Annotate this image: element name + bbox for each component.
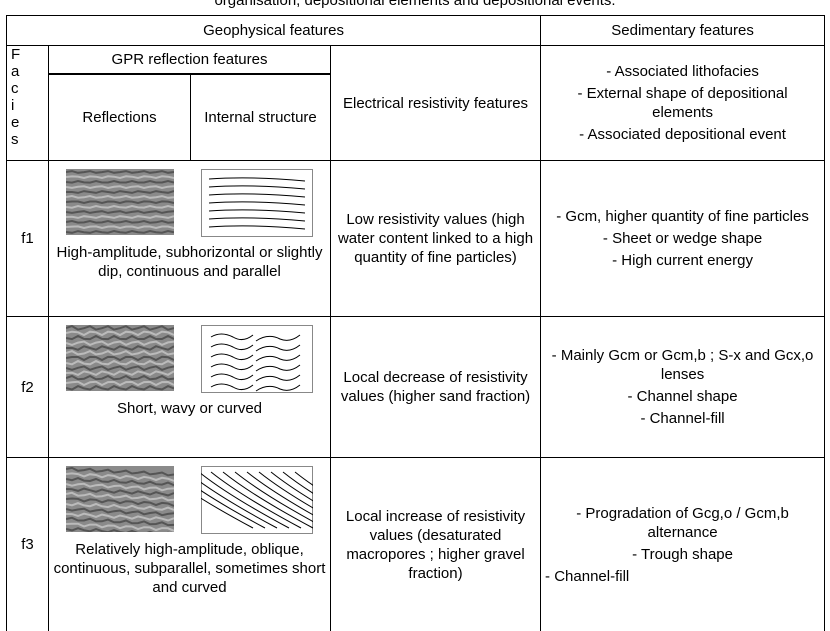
facies-table: Geophysical features Sedimentary feature… bbox=[6, 15, 825, 631]
header-cell: Facies bbox=[7, 46, 49, 161]
sedimentary-item: - Mainly Gcm or Gcm,b ; S-x and Gcx,o le… bbox=[545, 346, 820, 384]
figure bbox=[66, 466, 174, 532]
sedimentary-item: - Channel-fill bbox=[545, 409, 820, 428]
resistivity-cell: Local decrease of resistivity values (hi… bbox=[331, 317, 541, 458]
facies-cell: f3 bbox=[7, 458, 49, 631]
facies-cell: f1 bbox=[7, 161, 49, 317]
header-cell: Electrical resistivity features bbox=[331, 46, 541, 161]
figure-stroke bbox=[201, 326, 312, 393]
figure bbox=[201, 466, 313, 534]
sedimentary-cell: - Progradation of Gcg,o / Gcm,b alternan… bbox=[541, 458, 825, 631]
reflection-cell: Relatively high-amplitude, oblique, cont… bbox=[49, 458, 331, 631]
sedimentary-item: - Gcm, higher quantity of fine particles bbox=[545, 207, 820, 226]
header-cell: Reflections bbox=[49, 74, 191, 161]
table-body: Geophysical features Sedimentary feature… bbox=[7, 16, 825, 631]
facies-label: Facies bbox=[11, 46, 19, 148]
resistivity-cell: Local increase of resistivity values (de… bbox=[331, 458, 541, 631]
reflection-description: Relatively high-amplitude, oblique, cont… bbox=[53, 540, 326, 597]
resistivity-cell: Low resistivity values (high water conte… bbox=[331, 161, 541, 317]
figures bbox=[53, 466, 326, 534]
figure bbox=[66, 325, 174, 391]
sedimentary-item: - Trough shape bbox=[545, 545, 820, 564]
sedimentary-item: - Associated depositional event bbox=[545, 125, 820, 144]
sedimentary-item: - Sheet or wedge shape bbox=[545, 229, 820, 248]
sedimentary-item: - Progradation of Gcg,o / Gcm,b alternan… bbox=[545, 504, 820, 542]
reflection-description: High-amplitude, subhorizontal or slightl… bbox=[53, 243, 326, 281]
sedimentary-item: - Channel shape bbox=[545, 387, 820, 406]
header-cell: GPR reflection features bbox=[49, 46, 331, 74]
sedimentary-item: - High current energy bbox=[545, 251, 820, 270]
header-cell: - Associated lithofacies - External shape… bbox=[541, 46, 825, 161]
page: organisation, depositional elements and … bbox=[0, 0, 830, 631]
figures bbox=[53, 169, 326, 237]
sedimentary-cell: - Gcm, higher quantity of fine particles… bbox=[541, 161, 825, 317]
header-cell: Sedimentary features bbox=[541, 16, 825, 46]
sedimentary-item: - External shape of depositional element… bbox=[545, 84, 820, 122]
header-cell: Internal structure bbox=[191, 74, 331, 161]
figure bbox=[201, 169, 313, 237]
header-cell: Geophysical features bbox=[7, 16, 541, 46]
sedimentary-item: - Channel-fill bbox=[545, 567, 820, 586]
figure-stroke bbox=[66, 171, 174, 173]
reflection-description: Short, wavy or curved bbox=[53, 399, 326, 418]
header-row: Facies GPR reflection features Electrica… bbox=[7, 46, 825, 74]
reflection-cell: Short, wavy or curved bbox=[49, 317, 331, 458]
figure bbox=[201, 325, 313, 393]
figure bbox=[66, 169, 174, 235]
reflection-cell: High-amplitude, subhorizontal or slightl… bbox=[49, 161, 331, 317]
caption: organisation, depositional elements and … bbox=[0, 0, 830, 11]
sedimentary-item: - Associated lithofacies bbox=[545, 62, 820, 81]
sedimentary-cell: - Mainly Gcm or Gcm,b ; S-x and Gcx,o le… bbox=[541, 317, 825, 458]
header-row: Geophysical features Sedimentary feature… bbox=[7, 16, 825, 46]
figures bbox=[53, 325, 326, 393]
facies-cell: f2 bbox=[7, 317, 49, 458]
